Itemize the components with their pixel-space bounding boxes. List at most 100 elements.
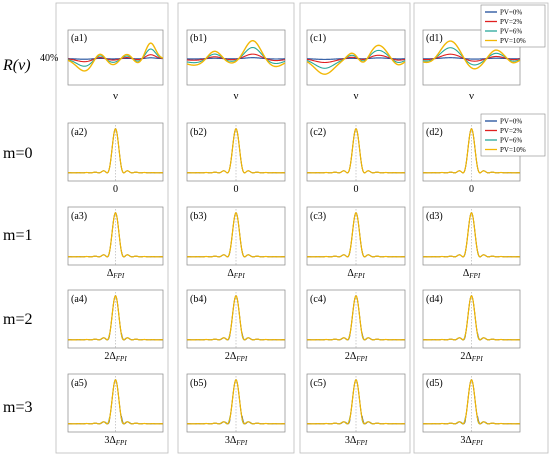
panel-b2: (b2) 0 [186,122,286,195]
series-b1-1 [186,53,286,62]
panel-b3: (b3) ΔFPI [186,206,286,280]
panel-label-b2: (b2) [190,127,207,138]
plots: (a1) ν (b1) ν (c1) ν (d1) ν (a2) 0 (b2) 0 (c2) 0 (d2) 0… [67,29,521,447]
series-c5-3 [306,379,406,425]
legend-top-text-3: PV=10% [500,37,526,45]
tick-label-a2: 0 [113,184,118,195]
tick-label-b2: 0 [234,184,239,195]
panel-label-a4: (a4) [71,294,87,305]
panel-b4: (b4) 2ΔFPI [186,289,286,363]
legend-mid-text-0: PV=0% [500,118,522,126]
row-label-m1: m=1 [3,227,32,244]
series-a1-2 [67,48,164,67]
panel-c3: (c3) ΔFPI [306,206,406,280]
panel-label-b4: (b4) [190,294,207,305]
panel-label-a3: (a3) [71,211,87,222]
row-label-m2: m=2 [3,311,32,328]
tick-label-d3: ΔFPI [463,268,481,280]
panel-label-c2: (c2) [310,127,326,138]
tick-label-c5: 3ΔFPI [345,435,368,447]
legend-top-text-2: PV=6% [500,28,522,36]
panel-c4: (c4) 2ΔFPI [306,289,406,363]
panel-label-d4: (d4) [426,294,443,305]
x-axis-label-b1: ν [234,90,239,102]
row-label-r: R(ν) [2,57,31,74]
x-axis-label-d1: ν [469,90,474,102]
x-axis-label-a1: ν [113,90,118,102]
legend-top: PV=0% PV=2% PV=6% PV=10% [480,4,546,48]
legend-mid-text-1: PV=2% [500,127,522,135]
series-a1-1 [67,54,164,63]
tick-label-b4: 2ΔFPI [225,351,248,363]
series-d3-3 [422,211,521,258]
panel-a4: (a4) 2ΔFPI [67,289,164,363]
panel-d5: (d5) 3ΔFPI [422,373,521,447]
tick-label-a4: 2ΔFPI [104,351,127,363]
series-b1-2 [186,46,286,65]
tick-label-c4: 2ΔFPI [345,351,368,363]
panel-a3: (a3) ΔFPI [67,206,164,280]
series-c1-3 [306,44,406,75]
series-d4-3 [422,294,521,341]
panel-label-c3: (c3) [310,211,326,222]
series-c1-1 [306,54,406,64]
series-a5-3 [67,378,164,425]
panel-frame-b1 [186,29,286,86]
panel-label-a1: (a1) [71,33,87,44]
series-b4-3 [186,295,286,341]
panel-label-c1: (c1) [310,33,326,44]
series-d1-1 [422,53,521,62]
panel-label-b5: (b5) [190,378,207,389]
tick-label-d5: 3ΔFPI [460,435,483,447]
series-c3-3 [306,212,406,258]
panel-a2: (a2) 0 [67,122,164,195]
tick-label-b3: ΔFPI [227,268,245,280]
series-d1-3 [422,40,521,70]
panel-b1: (b1) ν [186,29,286,102]
series-b2-3 [186,128,286,174]
panel-a5: (a5) 3ΔFPI [67,373,164,447]
legend-top-text-1: PV=2% [500,18,522,26]
row-label-m3: m=3 [3,399,32,416]
legend-mid-text-3: PV=10% [500,146,526,154]
column-frame-a [55,2,169,454]
panel-a1: (a1) ν [67,29,164,102]
tick-label-b5: 3ΔFPI [225,435,248,447]
panel-label-d1: (d1) [426,33,443,44]
percent-label: 40% [40,53,58,64]
series-c2-3 [306,128,406,174]
panel-c1: (c1) ν [306,29,406,102]
column-frame-c [299,2,411,454]
panel-c5: (c5) 3ΔFPI [306,373,406,447]
tick-label-a5: 3ΔFPI [104,435,127,447]
series-a1-0 [67,57,164,60]
legend-top-text-0: PV=0% [500,9,522,17]
column-frame-d [413,2,549,454]
column-frame-b [177,2,295,454]
series-d1-2 [422,47,521,66]
series-a4-3 [67,294,164,341]
panel-label-a5: (a5) [71,378,87,389]
tick-label-d4: 2ΔFPI [460,351,483,363]
panel-d3: (d3) ΔFPI [422,206,521,280]
tick-label-c2: 0 [354,184,359,195]
panel-c2: (c2) 0 [306,122,406,195]
series-b5-3 [186,379,286,425]
series-a1-3 [67,42,164,72]
series-b1-3 [186,39,286,68]
series-a3-3 [67,211,164,258]
panel-label-b1: (b1) [190,33,207,44]
panel-d4: (d4) 2ΔFPI [422,289,521,363]
series-d5-3 [422,378,521,425]
legend-mid-text-2: PV=6% [500,137,522,145]
legend-mid: PV=0% PV=2% PV=6% PV=10% [480,113,546,157]
series-d1-0 [422,57,521,60]
row-label-m0: m=0 [3,145,32,162]
tick-label-d2: 0 [469,184,474,195]
panel-label-a2: (a2) [71,127,87,138]
tick-label-a3: ΔFPI [107,268,125,280]
series-c4-3 [306,295,406,341]
panel-label-c5: (c5) [310,378,326,389]
